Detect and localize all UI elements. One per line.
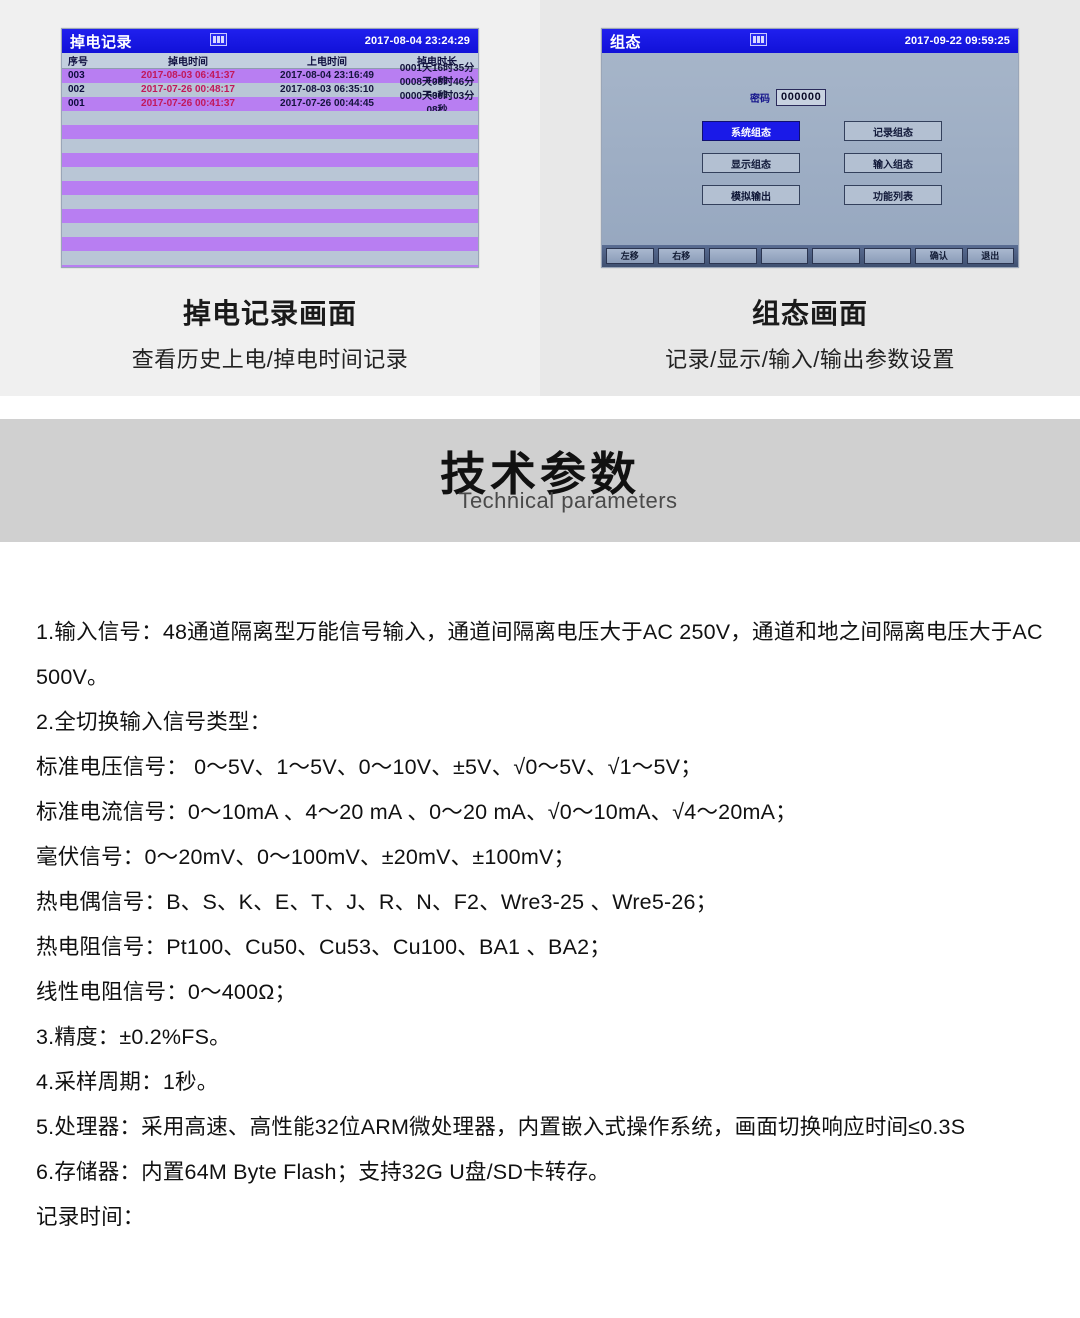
password-row: 密码 000000 xyxy=(750,89,827,106)
device-screen-power-log: 掉电记录 2017-08-04 23:24:29 序号 掉电时间 上电时间 掉电… xyxy=(61,28,479,268)
cell-seq: 003 xyxy=(68,70,85,81)
config-button-function-list[interactable]: 功能列表 xyxy=(844,185,942,205)
spec-item-accuracy: 3.精度：±0.2%FS。 xyxy=(36,1025,231,1049)
config-button-analog-output[interactable]: 模拟输出 xyxy=(702,185,800,205)
config-button-system[interactable]: 系统组态 xyxy=(702,121,800,141)
spec-item-millivolt-signal: 毫伏信号：0～20mV、0～100mV、±20mV、±100mV； xyxy=(36,845,576,869)
table-body: 003 2017-08-03 06:41:37 2017-08-04 23:16… xyxy=(62,63,478,267)
cell-seq: 001 xyxy=(68,98,85,109)
table-row-empty[interactable] xyxy=(62,265,478,267)
table-header-row: 序号 掉电时间 上电时间 掉电时长 xyxy=(62,53,478,69)
softkey-move-left[interactable]: 左移 xyxy=(606,248,654,264)
cell-duration: 0001天16时35分12秒 xyxy=(399,63,475,88)
table-row-empty[interactable] xyxy=(62,181,478,195)
caption-title: 掉电记录画面 xyxy=(182,298,357,329)
spec-item-record-time: 记录时间： xyxy=(36,1205,145,1229)
config-button-input[interactable]: 输入组态 xyxy=(844,153,942,173)
table-row-empty[interactable] xyxy=(62,111,478,125)
softkey-exit[interactable]: 退出 xyxy=(966,248,1014,264)
screen-title: 组态 xyxy=(610,33,642,51)
configuration-menu: 系统组态 记录组态 显示组态 输入组态 模拟输出 功能列表 xyxy=(702,121,942,205)
spec-item-current-signal: 标准电流信号：0～10mA 、4～20 mA 、0～20 mA、√0～10mA、… xyxy=(36,800,797,824)
battery-icon xyxy=(750,33,767,46)
cell-poweroff: 2017-07-26 00:41:37 xyxy=(141,98,235,109)
spec-item-input-signal: 1.输入信号：48通道隔离型万能信号输入，通道间隔离电压大于AC 250V，通道… xyxy=(36,620,1049,689)
caption-subtitle: 查看历史上电/掉电时间记录 xyxy=(131,347,409,372)
softkey-move-right[interactable]: 右移 xyxy=(657,248,705,264)
cell-poweron: 2017-08-04 23:16:49 xyxy=(280,70,374,81)
showcase-panel-configuration: 组态 2017-09-22 09:59:25 密码 000000 系统组态 记录… xyxy=(540,0,1080,396)
table-row-empty[interactable] xyxy=(62,139,478,153)
table-row-empty[interactable] xyxy=(62,237,478,251)
caption-title: 组态画面 xyxy=(751,298,868,329)
section-title-cn: 技术参数 xyxy=(440,447,640,500)
cell-poweroff: 2017-07-26 00:48:17 xyxy=(141,84,235,95)
softkey-bar: 左移 右移 确认 退出 xyxy=(602,245,1018,267)
spec-item-processor: 5.处理器：采用高速、高性能32位ARM微处理器，内置嵌入式操作系统，画面切换响… xyxy=(36,1115,966,1139)
column-header-poweroff: 掉电时间 xyxy=(168,57,208,68)
spec-item-storage: 6.存储器：内置64M Byte Flash；支持32G U盘/SD卡转存。 xyxy=(36,1160,610,1184)
table-row-empty[interactable] xyxy=(62,153,478,167)
section-header-band: 技术参数 Technical parameters xyxy=(0,419,1080,542)
showcase-panel-power-log: 掉电记录 2017-08-04 23:24:29 序号 掉电时间 上电时间 掉电… xyxy=(0,0,540,396)
password-label: 密码 xyxy=(750,94,770,105)
screen-clock: 2017-08-04 23:24:29 xyxy=(364,35,470,47)
technical-parameters-list: 1.输入信号：48通道隔离型万能信号输入，通道间隔离电压大于AC 250V，通道… xyxy=(0,542,1080,1240)
spec-item-switch-types: 2.全切换输入信号类型： xyxy=(36,710,272,734)
softkey-blank-3[interactable] xyxy=(812,248,860,264)
spec-item-rtd-signal: 热电阻信号：Pt100、Cu50、Cu53、Cu100、BA1 、BA2； xyxy=(36,935,611,959)
record-table: 序号 掉电时间 上电时间 掉电时长 003 2017-08-03 06:41:3… xyxy=(62,53,478,267)
cell-poweron: 2017-08-03 06:35:10 xyxy=(280,84,374,95)
password-input[interactable]: 000000 xyxy=(776,89,827,106)
softkey-blank-2[interactable] xyxy=(760,248,808,264)
softkey-blank-4[interactable] xyxy=(863,248,911,264)
table-row[interactable]: 001 2017-07-26 00:41:37 2017-07-26 00:44… xyxy=(62,91,478,116)
table-row-empty[interactable] xyxy=(62,167,478,181)
cell-poweroff: 2017-08-03 06:41:37 xyxy=(141,70,235,81)
config-button-record[interactable]: 记录组态 xyxy=(844,121,942,141)
softkey-confirm[interactable]: 确认 xyxy=(915,248,963,264)
table-row-empty[interactable] xyxy=(62,223,478,237)
table-row-empty[interactable] xyxy=(62,125,478,139)
screen-clock: 2017-09-22 09:59:25 xyxy=(904,35,1010,47)
cell-duration: 0000天00时03分08秒 xyxy=(399,91,475,116)
table-row[interactable]: 003 2017-08-03 06:41:37 2017-08-04 23:16… xyxy=(62,63,478,88)
screens-showcase: 掉电记录 2017-08-04 23:24:29 序号 掉电时间 上电时间 掉电… xyxy=(0,0,1080,396)
band-spacer xyxy=(0,396,1080,419)
table-row-empty[interactable] xyxy=(62,209,478,223)
device-screen-configuration: 组态 2017-09-22 09:59:25 密码 000000 系统组态 记录… xyxy=(601,28,1019,268)
spec-item-thermocouple-signal: 热电偶信号：B、S、K、E、T、J、R、N、F2、Wre3-25 、Wre5-2… xyxy=(36,890,718,914)
spec-item-voltage-signal: 标准电压信号： 0～5V、1～5V、0～10V、±5V、√0～5V、√1～5V； xyxy=(36,755,702,779)
cell-duration: 0008天05时46分53秒 xyxy=(399,77,475,102)
column-header-poweron: 上电时间 xyxy=(307,57,347,68)
table-row-empty[interactable] xyxy=(62,195,478,209)
spec-item-linear-resistance: 线性电阻信号：0～400Ω； xyxy=(36,980,297,1004)
screen-titlebar: 掉电记录 2017-08-04 23:24:29 xyxy=(62,29,478,53)
softkey-blank-1[interactable] xyxy=(709,248,757,264)
screen-title: 掉电记录 xyxy=(70,33,133,51)
configuration-body: 密码 000000 系统组态 记录组态 显示组态 输入组态 模拟输出 功能列表 xyxy=(602,53,1018,245)
table-row-empty[interactable] xyxy=(62,251,478,265)
battery-icon xyxy=(210,33,227,46)
cell-seq: 002 xyxy=(68,84,85,95)
screen-titlebar: 组态 2017-09-22 09:59:25 xyxy=(602,29,1018,53)
spec-item-sampling-period: 4.采样周期：1秒。 xyxy=(36,1070,219,1094)
column-header-seq: 序号 xyxy=(68,57,88,68)
section-title-en: Technical parameters xyxy=(458,487,678,513)
caption-subtitle: 记录/显示/输入/输出参数设置 xyxy=(665,347,955,372)
column-header-duration: 掉电时长 xyxy=(417,57,457,68)
table-row[interactable]: 002 2017-07-26 00:48:17 2017-08-03 06:35… xyxy=(62,77,478,102)
config-button-display[interactable]: 显示组态 xyxy=(702,153,800,173)
cell-poweron: 2017-07-26 00:44:45 xyxy=(280,98,374,109)
